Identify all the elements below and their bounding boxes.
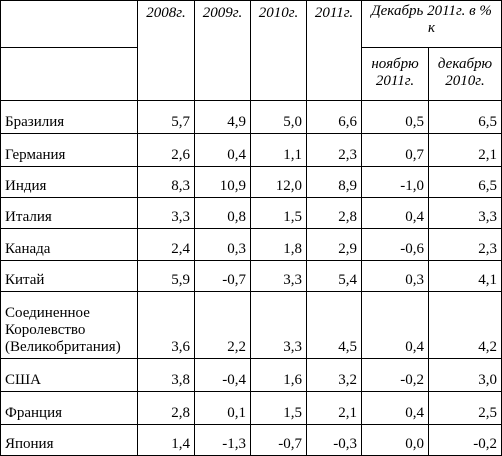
value-cell: 3,0 bbox=[428, 358, 502, 392]
value-cell: 0,4 bbox=[361, 391, 429, 425]
value-cell: 12,0 bbox=[250, 166, 307, 198]
value-cell: 10,9 bbox=[194, 166, 251, 198]
country-cell: Бразилия bbox=[0, 100, 138, 134]
value-cell: 0,5 bbox=[361, 100, 429, 134]
value-cell: 0,3 bbox=[361, 260, 429, 292]
country-cell: Франция bbox=[0, 391, 138, 425]
value-cell: 0,4 bbox=[361, 291, 429, 359]
value-cell: 3,3 bbox=[428, 197, 502, 229]
value-cell: 5,7 bbox=[137, 100, 195, 134]
country-cell: Соединенное Королевство (Великобритания) bbox=[0, 291, 138, 359]
value-cell: 0,7 bbox=[361, 133, 429, 167]
year-header: 2010г. bbox=[250, 0, 307, 101]
country-cell: Канада bbox=[0, 228, 138, 261]
value-cell: 2,1 bbox=[428, 133, 502, 167]
value-cell: 1,8 bbox=[250, 228, 307, 261]
value-cell: 2,2 bbox=[194, 291, 251, 359]
value-cell: 4,9 bbox=[194, 100, 251, 134]
value-cell: 3,3 bbox=[250, 260, 307, 292]
value-cell: -0,7 bbox=[194, 260, 251, 292]
value-cell: 1,1 bbox=[250, 133, 307, 167]
value-cell: 3,8 bbox=[137, 358, 195, 392]
value-cell: 3,3 bbox=[137, 197, 195, 229]
value-cell: 0,3 bbox=[194, 228, 251, 261]
corner-cell bbox=[0, 47, 138, 101]
value-cell: 4,2 bbox=[428, 291, 502, 359]
value-cell: 0,0 bbox=[361, 424, 429, 456]
value-cell: 2,6 bbox=[137, 133, 195, 167]
value-cell: 2,8 bbox=[306, 197, 362, 229]
value-cell: 2,8 bbox=[137, 391, 195, 425]
value-cell: 3,3 bbox=[250, 291, 307, 359]
value-cell: 1,4 bbox=[137, 424, 195, 456]
value-cell: 4,5 bbox=[306, 291, 362, 359]
table-row: Франция 2,8 0,1 1,5 2,1 0,4 2,5 bbox=[0, 391, 502, 425]
table-row: Япония 1,4 -1,3 -0,7 -0,3 0,0 -0,2 bbox=[0, 424, 502, 456]
table-row: Канада 2,4 0,3 1,8 2,9 -0,6 2,3 bbox=[0, 228, 502, 261]
value-cell: 1,5 bbox=[250, 197, 307, 229]
value-cell: 2,1 bbox=[306, 391, 362, 425]
country-cell: Германия bbox=[0, 133, 138, 167]
table-row: Италия 3,3 0,8 1,5 2,8 0,4 3,3 bbox=[0, 197, 502, 229]
country-cell: Италия bbox=[0, 197, 138, 229]
subheader: декабрю 2010г. bbox=[428, 47, 502, 101]
value-cell: 0,4 bbox=[361, 197, 429, 229]
value-cell: 6,5 bbox=[428, 166, 502, 198]
value-cell: -0,7 bbox=[250, 424, 307, 456]
value-cell: 2,4 bbox=[137, 228, 195, 261]
value-cell: 2,9 bbox=[306, 228, 362, 261]
value-cell: 3,6 bbox=[137, 291, 195, 359]
year-header: 2008г. bbox=[137, 0, 195, 101]
group-header: Декабрь 2011г. в % к bbox=[361, 0, 502, 48]
value-cell: 6,5 bbox=[428, 100, 502, 134]
value-cell: 2,5 bbox=[428, 391, 502, 425]
value-cell: 2,3 bbox=[306, 133, 362, 167]
value-cell: 8,3 bbox=[137, 166, 195, 198]
value-cell: 1,6 bbox=[250, 358, 307, 392]
corner-cell bbox=[0, 0, 138, 48]
value-cell: 0,4 bbox=[194, 133, 251, 167]
year-header: 2011г. bbox=[306, 0, 362, 101]
value-cell: 8,9 bbox=[306, 166, 362, 198]
table-row: Соединенное Королевство (Великобритания)… bbox=[0, 291, 502, 359]
value-cell: -0,2 bbox=[428, 424, 502, 456]
value-cell: 0,1 bbox=[194, 391, 251, 425]
country-cell: Япония bbox=[0, 424, 138, 456]
country-cell: Китай bbox=[0, 260, 138, 292]
value-cell: 1,5 bbox=[250, 391, 307, 425]
value-cell: 6,6 bbox=[306, 100, 362, 134]
value-cell: 5,4 bbox=[306, 260, 362, 292]
country-cell: США bbox=[0, 358, 138, 392]
value-cell: -0,4 bbox=[194, 358, 251, 392]
table-row: Китай 5,9 -0,7 3,3 5,4 0,3 4,1 bbox=[0, 260, 502, 292]
value-cell: 3,2 bbox=[306, 358, 362, 392]
value-cell: 4,1 bbox=[428, 260, 502, 292]
value-cell: 2,3 bbox=[428, 228, 502, 261]
value-cell: 0,8 bbox=[194, 197, 251, 229]
table-row: Бразилия 5,7 4,9 5,0 6,6 0,5 6,5 bbox=[0, 100, 502, 134]
table-row: Индия 8,3 10,9 12,0 8,9 -1,0 6,5 bbox=[0, 166, 502, 198]
value-cell: 5,0 bbox=[250, 100, 307, 134]
table-row: Германия 2,6 0,4 1,1 2,3 0,7 2,1 bbox=[0, 133, 502, 167]
header-row: 2008г. 2009г. 2010г. 2011г. Декабрь 2011… bbox=[0, 0, 502, 101]
value-cell: -0,6 bbox=[361, 228, 429, 261]
value-cell: 5,9 bbox=[137, 260, 195, 292]
table-row: США 3,8 -0,4 1,6 3,2 -0,2 3,0 bbox=[0, 358, 502, 392]
value-cell: -0,2 bbox=[361, 358, 429, 392]
value-cell: -0,3 bbox=[306, 424, 362, 456]
country-cell: Индия bbox=[0, 166, 138, 198]
subheader: ноябрю 2011г. bbox=[361, 47, 429, 101]
value-cell: -1,3 bbox=[194, 424, 251, 456]
value-cell: -1,0 bbox=[361, 166, 429, 198]
year-header: 2009г. bbox=[194, 0, 251, 101]
